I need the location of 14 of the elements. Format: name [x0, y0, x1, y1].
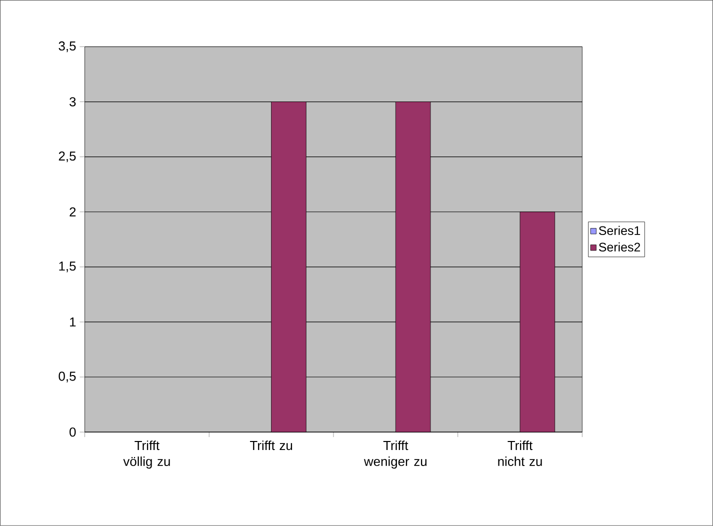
- y-tick-label: 0: [70, 428, 76, 437]
- x-tick-label: Trifft zu: [250, 440, 292, 450]
- x-tick-label: Trifft weniger zu: [364, 440, 426, 469]
- y-tick-label: 3: [70, 97, 76, 106]
- y-tick-label: 3,5: [58, 41, 76, 52]
- legend-label: Series2: [598, 242, 640, 252]
- y-tick-label: 1: [70, 318, 76, 326]
- x-tick-label: Trifft nicht zu: [498, 440, 542, 466]
- y-tick-label: 2: [70, 207, 76, 216]
- legend-label: Series1: [598, 226, 640, 236]
- y-tick-label: 0,5: [58, 372, 76, 382]
- y-tick-label: 2,5: [58, 152, 76, 162]
- y-tick-label: 1,5: [59, 262, 76, 272]
- x-tick-label: Trifft völlig zu: [123, 440, 170, 469]
